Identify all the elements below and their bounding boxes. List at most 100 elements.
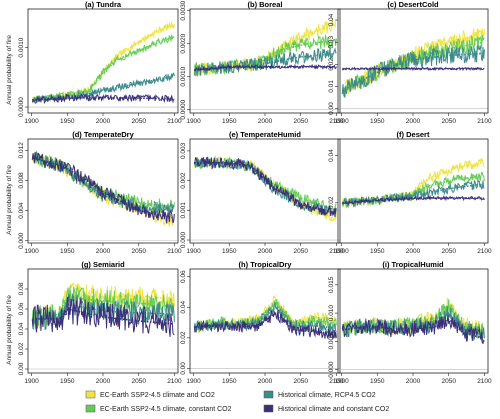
series-line-3 bbox=[193, 47, 337, 77]
y-tick-label: 0.00 bbox=[180, 362, 187, 375]
series-trend-4 bbox=[342, 197, 483, 204]
x-tick-label: 2100 bbox=[167, 248, 182, 255]
x-tick-label: 2000 bbox=[406, 248, 421, 255]
y-tick-label: 0.008 bbox=[18, 172, 25, 189]
x-tick-label: 2000 bbox=[258, 378, 273, 385]
x-tick-label: 2050 bbox=[441, 248, 456, 255]
y-axis-label-row2: Annual probability of fire bbox=[6, 165, 13, 235]
panel-5: (e) TemperateHumid 1900 1950 2000 2050 2100 0.… bbox=[180, 130, 344, 255]
y-tick-label: 0.04 bbox=[328, 149, 335, 162]
series-line-4 bbox=[194, 63, 337, 72]
legend-label-1: EC-Earth SSP2-4.5 climate and CO2 bbox=[100, 392, 215, 399]
y-tick-label: 0.010 bbox=[328, 305, 335, 322]
x-tick-label: 2000 bbox=[96, 248, 111, 255]
legend-label-2: EC-Earth SSP2-4.5 climate, constant CO2 bbox=[100, 406, 232, 413]
x-tick-label: 1950 bbox=[370, 378, 385, 385]
y-tick-label: 0.03 bbox=[328, 35, 335, 48]
legend-swatch-4 bbox=[263, 404, 274, 413]
x-tick-label: 1900 bbox=[24, 248, 39, 255]
y-tick-label: 0.06 bbox=[180, 270, 187, 283]
legend-label-4: Historical climate and constant CO2 bbox=[278, 406, 389, 413]
panel-title: (f) Desert bbox=[397, 130, 430, 139]
x-tick-label: 2100 bbox=[329, 248, 344, 255]
x-tick-label: 1950 bbox=[60, 118, 75, 125]
panel-3: (c) DesertCold 1900 1950 2000 2050 2100 0.00 0.… bbox=[328, 0, 492, 125]
x-tick-label: 2000 bbox=[258, 118, 273, 125]
x-tick-label: 2000 bbox=[258, 248, 273, 255]
series-line-4 bbox=[342, 194, 485, 206]
panels: (a) Tundra 1900 1950 2000 2050 2100 0.0000 0.00… bbox=[18, 0, 492, 385]
series-trend-2 bbox=[32, 296, 173, 320]
x-tick-label: 2100 bbox=[329, 118, 344, 125]
x-tick-label: 1900 bbox=[334, 248, 349, 255]
y-tick-label: 0.000 bbox=[328, 361, 335, 378]
x-tick-label: 2050 bbox=[293, 248, 308, 255]
series-trend-3 bbox=[194, 53, 335, 71]
x-tick-label: 2050 bbox=[293, 118, 308, 125]
series-trend-3 bbox=[32, 75, 173, 101]
panel-title: (d) TemperateDry bbox=[72, 130, 134, 139]
series-trend-4 bbox=[32, 157, 173, 219]
series-line-2 bbox=[31, 34, 175, 104]
panel-title: (e) TemperateHumid bbox=[229, 130, 301, 139]
panel-title: (g) Semiarid bbox=[81, 260, 125, 269]
y-tick-label: 0.002 bbox=[180, 172, 187, 189]
x-tick-label: 2050 bbox=[441, 118, 456, 125]
series-trend-1 bbox=[32, 23, 173, 101]
panel-title: (c) DesertCold bbox=[387, 0, 439, 9]
series-group bbox=[341, 157, 485, 209]
y-tick-label: 0.02 bbox=[180, 331, 187, 344]
y-axis-label-row3: Annual probability of fire bbox=[6, 295, 13, 365]
series-trend-1 bbox=[32, 293, 173, 320]
y-tick-label: 0.0000 bbox=[18, 97, 25, 117]
x-tick-label: 1950 bbox=[60, 378, 75, 385]
y-tick-label: 0.00 bbox=[328, 102, 335, 115]
y-tick-label: 0.02 bbox=[328, 58, 335, 71]
legend: EC-Earth SSP2-4.5 climate and CO2 EC-Ear… bbox=[85, 390, 389, 413]
y-tick-label: 0.06 bbox=[18, 302, 25, 315]
x-tick-label: 1900 bbox=[186, 248, 201, 255]
x-tick-label: 1950 bbox=[370, 118, 385, 125]
x-tick-label: 2100 bbox=[329, 378, 344, 385]
y-tick-label: 0.02 bbox=[328, 196, 335, 209]
panel-title: (b) Boreal bbox=[247, 0, 282, 9]
panel-7: (g) Semiarid 1900 1950 2000 2050 2100 0.00 0.02… bbox=[18, 260, 182, 385]
y-tick-label: 0.003 bbox=[180, 142, 187, 159]
y-tick-label: 0.000 bbox=[18, 232, 25, 249]
series-trend-4 bbox=[194, 162, 335, 214]
series-group bbox=[341, 28, 485, 98]
legend-swatch-3 bbox=[263, 390, 274, 399]
x-tick-label: 1900 bbox=[334, 118, 349, 125]
series-line-3 bbox=[31, 150, 175, 216]
x-tick-label: 2050 bbox=[441, 378, 456, 385]
y-tick-label: 0.00 bbox=[18, 362, 25, 375]
x-tick-label: 2100 bbox=[167, 378, 182, 385]
x-tick-label: 1900 bbox=[24, 118, 39, 125]
x-tick-label: 2000 bbox=[406, 378, 421, 385]
series-trend-4 bbox=[194, 313, 335, 336]
series-group bbox=[31, 150, 175, 227]
x-tick-label: 2000 bbox=[96, 118, 111, 125]
legend-swatch-1 bbox=[85, 390, 96, 399]
y-axis-label-row1: Annual probability of fire bbox=[6, 35, 13, 105]
series-trend-2 bbox=[194, 39, 335, 71]
series-group bbox=[193, 18, 337, 77]
y-axis-labels: Annual probability of fire Annual probab… bbox=[6, 35, 13, 365]
series-trend-3 bbox=[194, 307, 335, 330]
x-tick-label: 2100 bbox=[167, 118, 182, 125]
y-tick-label: 0.012 bbox=[18, 142, 25, 159]
series-group bbox=[341, 297, 485, 345]
series-group bbox=[31, 21, 175, 104]
series-trend-4 bbox=[194, 66, 335, 71]
panel-4: (d) TemperateDry 1900 1950 2000 2050 2100 0.00… bbox=[18, 130, 182, 255]
x-tick-label: 2050 bbox=[131, 248, 146, 255]
series-trend-4 bbox=[32, 96, 173, 101]
series-group bbox=[193, 155, 337, 223]
x-tick-label: 1950 bbox=[60, 248, 75, 255]
series-line-4 bbox=[31, 151, 175, 224]
series-line-2 bbox=[341, 34, 485, 98]
series-trend-2 bbox=[32, 36, 173, 101]
panel-2: (b) Boreal 1900 1950 2000 2050 2100 0.0000 0.00… bbox=[180, 0, 344, 125]
panel-title: (a) Tundra bbox=[85, 0, 122, 9]
